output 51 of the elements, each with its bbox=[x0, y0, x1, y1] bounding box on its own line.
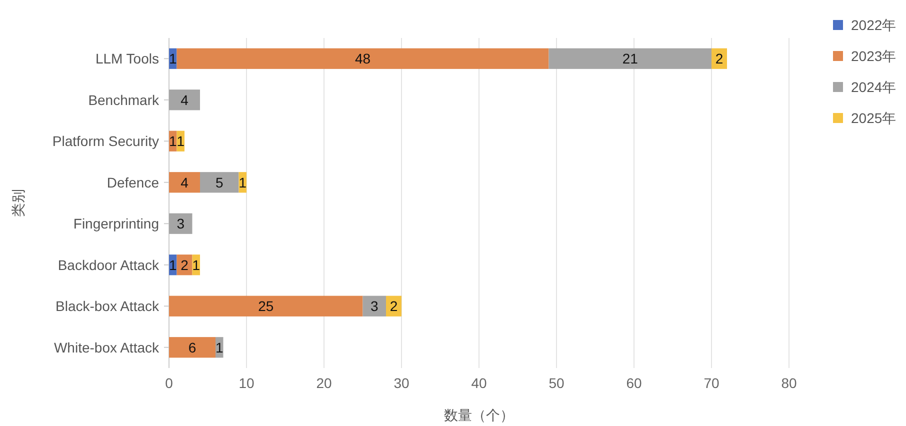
y-tick-label: Fingerprinting bbox=[73, 216, 159, 232]
data-label: 3 bbox=[370, 298, 378, 314]
x-tick-label: 40 bbox=[471, 375, 487, 391]
data-label: 21 bbox=[622, 50, 638, 67]
y-tick-label: Platform Security bbox=[52, 133, 159, 150]
y-tick-label: Backdoor Attack bbox=[58, 256, 160, 273]
data-label: 1 bbox=[168, 50, 177, 67]
data-label: 3 bbox=[176, 216, 185, 232]
bar bbox=[169, 337, 216, 358]
x-tick-label: 70 bbox=[704, 375, 720, 391]
x-tick-label: 10 bbox=[238, 375, 254, 391]
data-label: 1 bbox=[176, 133, 185, 150]
x-tick-label: 0 bbox=[165, 375, 174, 391]
bar bbox=[169, 172, 200, 193]
data-label: 1 bbox=[168, 133, 177, 150]
y-tick-label: LLM Tools bbox=[95, 50, 159, 67]
data-label: 2 bbox=[715, 50, 724, 67]
data-label: 4 bbox=[180, 92, 189, 108]
bar bbox=[200, 172, 239, 193]
legend-label: 2025年 bbox=[851, 110, 896, 126]
data-label: 6 bbox=[188, 339, 196, 356]
data-label: 2 bbox=[390, 298, 398, 314]
y-tick-label: White-box Attack bbox=[54, 339, 160, 356]
data-label: 1 bbox=[168, 256, 177, 273]
data-label: 2 bbox=[180, 256, 189, 273]
data-label: 5 bbox=[215, 174, 224, 190]
x-tick-label: 60 bbox=[626, 375, 642, 391]
x-tick-label: 50 bbox=[548, 375, 564, 391]
y-tick-label: Benchmark bbox=[88, 92, 160, 108]
y-tick-label: Black-box Attack bbox=[56, 298, 160, 314]
data-label: 48 bbox=[354, 50, 371, 67]
y-axis-title: 类别 bbox=[10, 189, 26, 217]
bar bbox=[169, 90, 200, 110]
bar bbox=[362, 296, 386, 316]
x-axis-title: 数量（个） bbox=[444, 407, 514, 423]
bar bbox=[548, 48, 712, 69]
bar bbox=[169, 213, 192, 234]
bar bbox=[176, 48, 549, 69]
data-label: 1 bbox=[238, 174, 247, 190]
x-tick-label: 20 bbox=[316, 375, 332, 391]
data-label: 1 bbox=[192, 256, 200, 273]
bar bbox=[169, 296, 363, 316]
legend-label: 2022年 bbox=[851, 17, 896, 33]
x-tick-label: 80 bbox=[781, 375, 797, 391]
legend-label: 2023年 bbox=[851, 48, 896, 64]
data-label: 4 bbox=[180, 174, 189, 190]
data-label: 1 bbox=[215, 339, 224, 356]
y-tick-label: Defence bbox=[106, 174, 160, 190]
legend-label: 2024年 bbox=[851, 79, 896, 95]
data-label: 25 bbox=[258, 298, 274, 314]
x-tick-label: 30 bbox=[394, 375, 410, 391]
